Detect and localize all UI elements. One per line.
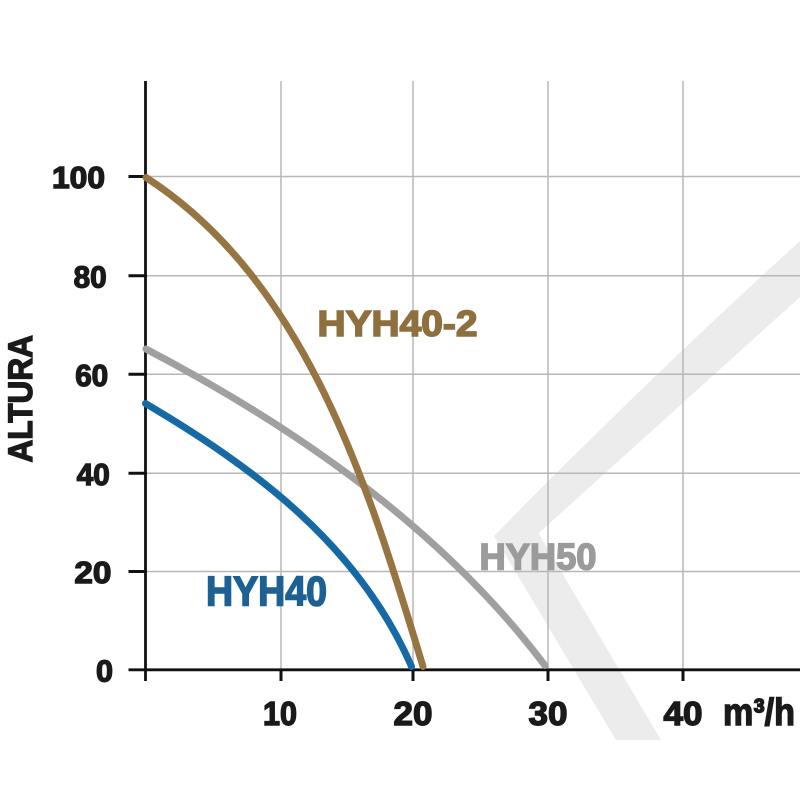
svg-text:ALTURA: ALTURA	[2, 335, 40, 463]
svg-text:60: 60	[75, 358, 108, 393]
svg-text:0: 0	[96, 654, 113, 689]
svg-text:20: 20	[394, 695, 433, 732]
svg-text:HYH50: HYH50	[480, 537, 597, 578]
svg-text:100: 100	[52, 160, 105, 195]
svg-text:40: 40	[77, 457, 110, 492]
svg-text:HYH40-2: HYH40-2	[318, 303, 478, 344]
svg-text:20: 20	[74, 555, 111, 590]
svg-text:m³/h: m³/h	[723, 692, 795, 734]
svg-text:30: 30	[529, 695, 568, 732]
svg-text:80: 80	[74, 259, 107, 294]
svg-text:HYH40: HYH40	[206, 568, 327, 615]
svg-text:40: 40	[664, 695, 703, 732]
svg-text:10: 10	[263, 695, 297, 732]
